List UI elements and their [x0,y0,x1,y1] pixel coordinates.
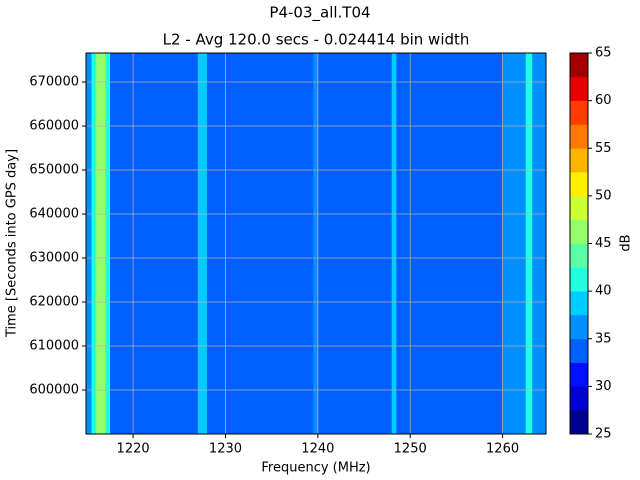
colorbar-level [570,314,588,340]
heat-cell [502,53,526,434]
x-tick-label: 1260 [486,442,519,457]
y-tick-label: 650000 [29,163,79,178]
heat-cell [313,53,319,434]
colorbar-level [570,243,588,268]
heat-cell [91,53,97,434]
heat-cell [86,53,92,434]
x-tick-label: 1250 [394,442,427,457]
colorbar-level [570,410,588,435]
y-tick-label: 620000 [29,295,79,310]
colorbar-tick-label: 45 [595,236,612,251]
y-tick-label: 610000 [29,339,79,354]
y-tick-label: 670000 [29,75,79,90]
heat-cell [197,53,208,434]
y-tick-label: 640000 [29,207,79,222]
colorbar-level [570,362,588,387]
heat-cell [532,53,547,434]
chart-subtitle: L2 - Avg 120.0 secs - 0.024414 bin width [163,31,470,49]
heat-cell [391,53,397,434]
colorbar-level [570,219,588,244]
y-tick-label: 630000 [29,251,79,266]
colorbar-tick-label: 35 [595,331,612,346]
colorbar-tick-label: 40 [595,284,612,299]
chart-title: P4-03_all.T04 [269,4,370,23]
colorbar-tick-label: 55 [595,141,612,156]
x-tick-label: 1230 [209,442,242,457]
colorbar-level [570,195,588,220]
colorbar-level [570,338,588,363]
colorbar-level [570,53,588,78]
x-tick-label: 1220 [117,442,150,457]
colorbar-level [570,124,588,149]
colorbar-tick-label: 65 [595,46,612,61]
colorbar-tick-label: 25 [595,427,612,442]
y-tick-label: 600000 [29,383,79,398]
heat-cell [96,53,106,434]
colorbar-level [570,148,588,173]
heat-cell [396,53,503,434]
heat-cell [317,53,393,434]
heat-cell [207,53,314,434]
colorbar-tick-label: 30 [595,379,612,394]
colorbar-level [570,100,588,125]
colorbar-level [570,386,588,411]
colorbar-level [570,267,588,292]
plot-frame [85,52,547,435]
colorbar-level [570,76,588,101]
y-axis-label: Time [Seconds into GPS day] [5,149,20,338]
colorbar-tick-label: 50 [595,188,612,203]
heat-cell [105,53,111,434]
colorbar-level [570,291,588,316]
x-tick-label: 1240 [301,442,334,457]
y-tick-label: 660000 [29,119,79,134]
colorbar-tick-label: 60 [595,93,612,108]
x-axis-label: Frequency (MHz) [261,461,370,476]
heat-cell [525,53,533,434]
colorbar-label: dB [619,234,634,251]
heat-cell [110,53,199,434]
colorbar-level [570,172,588,197]
